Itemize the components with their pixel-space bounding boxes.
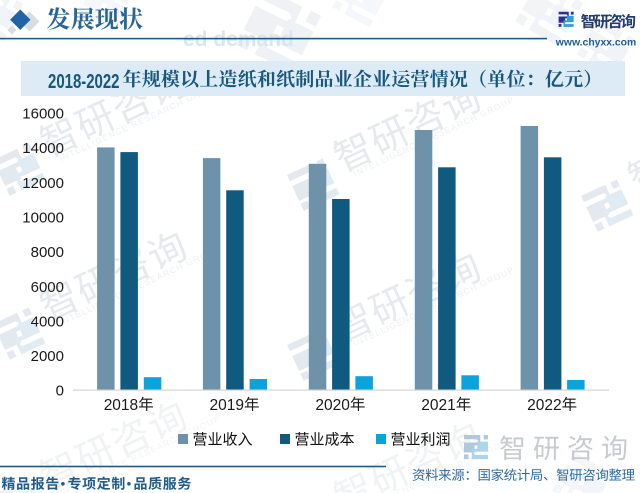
svg-text:4000: 4000 bbox=[31, 313, 64, 330]
svg-text:2018-2022: 2018-2022 bbox=[48, 69, 120, 92]
svg-text:2019: 2019 bbox=[210, 397, 244, 414]
svg-text:6000: 6000 bbox=[31, 279, 64, 296]
svg-text:12000: 12000 bbox=[22, 175, 64, 192]
svg-text:2021: 2021 bbox=[421, 397, 455, 414]
svg-text:10000: 10000 bbox=[22, 210, 64, 227]
svg-text:ed demand: ed demand bbox=[183, 28, 294, 51]
svg-text:8000: 8000 bbox=[31, 244, 64, 261]
svg-text:0: 0 bbox=[56, 383, 64, 400]
svg-text:14000: 14000 bbox=[22, 140, 64, 157]
svg-text:2022: 2022 bbox=[527, 397, 561, 414]
svg-text:2020: 2020 bbox=[315, 397, 350, 414]
svg-text:2018: 2018 bbox=[104, 397, 138, 414]
svg-text:16000: 16000 bbox=[22, 106, 64, 123]
svg-text:2000: 2000 bbox=[31, 348, 64, 365]
svg-text:www.chyxx.com: www.chyxx.com bbox=[555, 38, 636, 49]
